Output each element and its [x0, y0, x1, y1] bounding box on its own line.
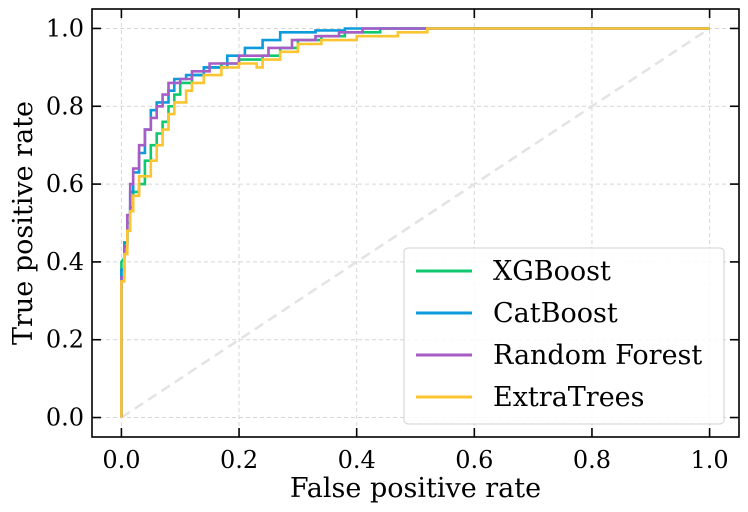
y-tick-label: 0.4: [46, 248, 84, 276]
x-tick-label: 0.0: [102, 446, 140, 474]
x-tick-label: 0.2: [220, 446, 258, 474]
legend-label-xgboost: XGBoost: [493, 256, 611, 287]
chance-diagonal: [120, 27, 711, 419]
legend-label-random-forest: Random Forest: [493, 340, 702, 371]
y-tick-label: 0.6: [46, 170, 84, 198]
x-tick-label: 0.8: [573, 446, 611, 474]
x-tick-label: 0.6: [455, 446, 493, 474]
y-tick-label: 0.8: [46, 92, 84, 120]
legend-label-catboost: CatBoost: [493, 298, 618, 329]
ticks: 0.0 0.2 0.4 0.6 0.8 1.0 0.0 0.2 0.4 0.6 0.8 1.0: [46, 9, 739, 474]
legend-box: [403, 247, 725, 425]
x-tick-label: 1.0: [691, 446, 729, 474]
y-axis-label: True positive rate: [8, 101, 39, 345]
series-layer: [120, 27, 710, 418]
y-tick-label: 0.2: [46, 326, 84, 354]
y-tick-label: 0.0: [46, 404, 84, 432]
y-tick-label: 1.0: [46, 14, 84, 42]
x-tick-label: 0.4: [338, 446, 376, 474]
x-axis-label: False positive rate: [290, 473, 541, 504]
series-line-extratrees: [120, 27, 710, 418]
legend-label-extratrees: ExtraTrees: [493, 382, 645, 413]
series-line-random-forest: [120, 27, 710, 418]
chance-diagonal-layer: [120, 27, 711, 419]
plot-frame: [91, 8, 740, 438]
legend: XGBoost CatBoost Random Forest ExtraTrees: [403, 247, 725, 425]
